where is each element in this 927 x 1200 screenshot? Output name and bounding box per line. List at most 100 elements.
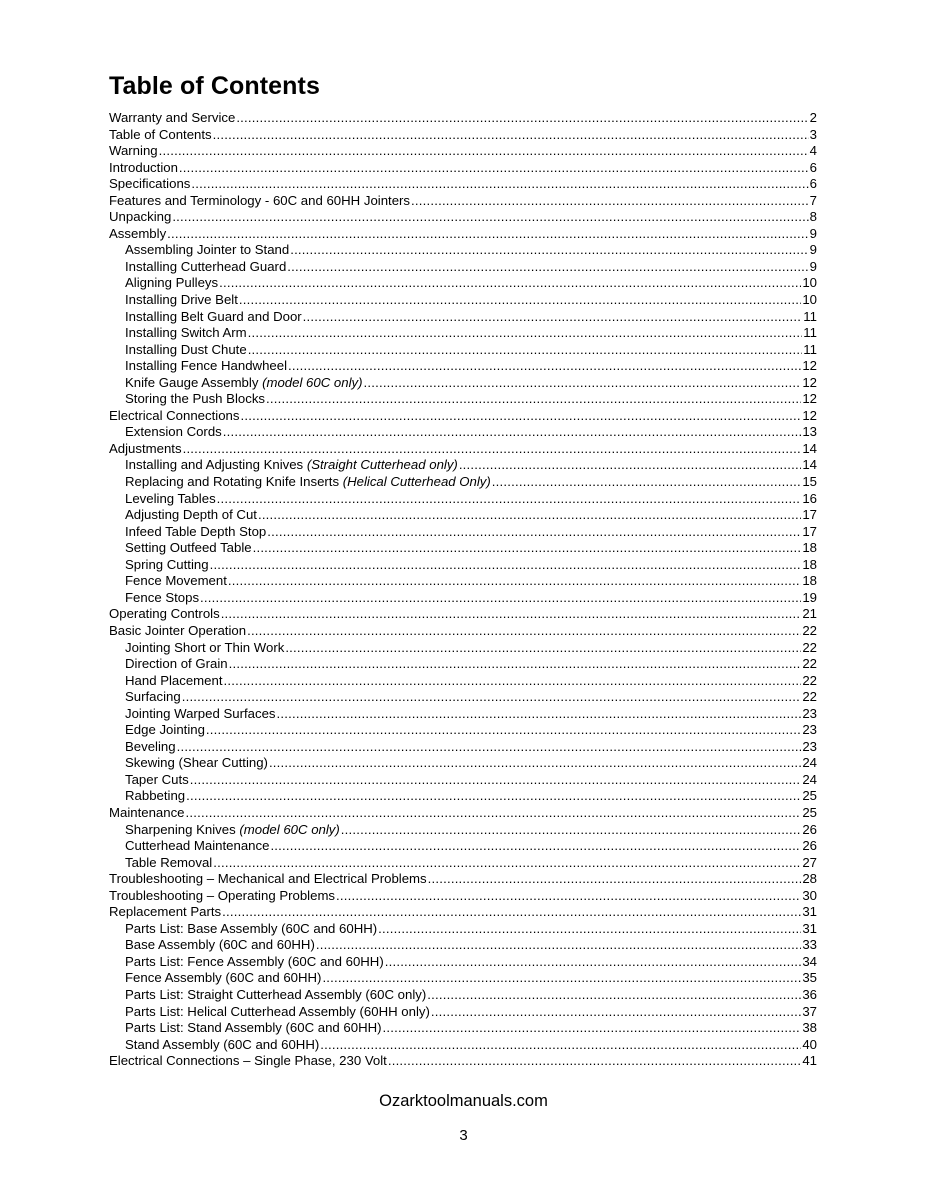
dot-leader	[191, 176, 808, 193]
dot-leader	[427, 987, 801, 1004]
toc-entry[interactable]: Troubleshooting – Operating Problems 30	[109, 888, 817, 905]
toc-entry[interactable]: Parts List: Helical Cutterhead Assembly …	[109, 1004, 817, 1021]
toc-entry-page: 3	[809, 126, 817, 142]
toc-entry-label: Parts List: Helical Cutterhead Assembly …	[125, 1004, 430, 1021]
toc-entry[interactable]: Table of Contents 3	[109, 127, 817, 144]
toc-entry[interactable]: Surfacing 22	[109, 689, 817, 706]
toc-entry[interactable]: Replacing and Rotating Knife Inserts (He…	[109, 474, 817, 491]
dot-leader	[341, 822, 802, 839]
toc-entry[interactable]: Cutterhead Maintenance 26	[109, 838, 817, 855]
toc-entry[interactable]: Troubleshooting – Mechanical and Electri…	[109, 871, 817, 888]
toc-entry[interactable]: Installing Cutterhead Guard 9	[109, 259, 817, 276]
toc-entry-title: Fence Assembly (60C and 60HH)	[125, 970, 322, 986]
toc-entry[interactable]: Parts List: Fence Assembly (60C and 60HH…	[109, 954, 817, 971]
toc-entry[interactable]: Knife Gauge Assembly (model 60C only) 12	[109, 375, 817, 392]
toc-entry[interactable]: Specifications 6	[109, 176, 817, 193]
toc-entry-label: Sharpening Knives (model 60C only)	[125, 822, 340, 839]
toc-entry[interactable]: Adjustments 14	[109, 441, 817, 458]
toc-entry[interactable]: Setting Outfeed Table 18	[109, 540, 817, 557]
toc-entry-page: 12	[802, 407, 817, 423]
toc-entry[interactable]: Fence Stops 19	[109, 590, 817, 607]
toc-entry[interactable]: Hand Placement 22	[109, 673, 817, 690]
toc-entry[interactable]: Assembly 9	[109, 226, 817, 243]
toc-entry[interactable]: Installing Dust Chute 11	[109, 342, 817, 359]
toc-entry-title: Base Assembly (60C and 60HH)	[125, 937, 315, 953]
toc-entry[interactable]: Adjusting Depth of Cut 17	[109, 507, 817, 524]
toc-entry[interactable]: Parts List: Base Assembly (60C and 60HH)…	[109, 921, 817, 938]
toc-entry-page: 6	[809, 159, 817, 175]
toc-entry-title: Adjustments	[109, 440, 182, 456]
toc-entry[interactable]: Taper Cuts 24	[109, 772, 817, 789]
toc-entry[interactable]: Table Removal 27	[109, 855, 817, 872]
toc-entry[interactable]: Installing Drive Belt 10	[109, 292, 817, 309]
toc-entry-page: 31	[802, 904, 817, 920]
toc-entry-label: Adjustments	[109, 441, 182, 458]
toc-entry-title: Parts List: Base Assembly (60C and 60HH)	[125, 920, 378, 936]
toc-entry[interactable]: Edge Jointing 23	[109, 722, 817, 739]
toc-entry[interactable]: Installing and Adjusting Knives (Straigh…	[109, 457, 817, 474]
toc-entry[interactable]: Installing Switch Arm 11	[109, 325, 817, 342]
toc-entry-label: Electrical Connections	[109, 408, 239, 425]
toc-entry[interactable]: Infeed Table Depth Stop 17	[109, 524, 817, 541]
toc-entry[interactable]: Basic Jointer Operation 22	[109, 623, 817, 640]
toc-entry[interactable]: Introduction 6	[109, 160, 817, 177]
toc-entry[interactable]: Parts List: Straight Cutterhead Assembly…	[109, 987, 817, 1004]
toc-entry[interactable]: Storing the Push Blocks 12	[109, 391, 817, 408]
dot-leader	[247, 623, 801, 640]
toc-entry-label: Replacing and Rotating Knife Inserts (He…	[125, 474, 491, 491]
toc-entry[interactable]: Operating Controls 21	[109, 606, 817, 623]
toc-entry[interactable]: Electrical Connections – Single Phase, 2…	[109, 1053, 817, 1070]
toc-entry-title: Assembly	[109, 225, 167, 241]
toc-entry-label: Fence Movement	[125, 573, 227, 590]
toc-entry[interactable]: Leveling Tables 16	[109, 491, 817, 508]
dot-leader	[183, 441, 802, 458]
toc-entry-title: Table Removal	[125, 854, 213, 870]
toc-entry-page: 41	[802, 1053, 817, 1069]
toc-entry[interactable]: Warranty and Service 2	[109, 110, 817, 127]
toc-entry[interactable]: Replacement Parts 31	[109, 904, 817, 921]
toc-entry-label: Surfacing	[125, 689, 181, 706]
toc-entry-page: 12	[802, 358, 817, 374]
toc-entry-label: Setting Outfeed Table	[125, 540, 252, 557]
dot-leader	[219, 275, 801, 292]
toc-entry-title: Skewing (Shear Cutting)	[125, 755, 268, 771]
toc-entry[interactable]: Fence Assembly (60C and 60HH) 35	[109, 970, 817, 987]
toc-entry[interactable]: Jointing Warped Surfaces 23	[109, 706, 817, 723]
toc-entry[interactable]: Aligning Pulleys 10	[109, 275, 817, 292]
toc-entry[interactable]: Unpacking 8	[109, 209, 817, 226]
toc-entry[interactable]: Jointing Short or Thin Work 22	[109, 640, 817, 657]
toc-entry[interactable]: Assembling Jointer to Stand 9	[109, 242, 817, 259]
toc-entry[interactable]: Direction of Grain 22	[109, 656, 817, 673]
toc-entry[interactable]: Spring Cutting 18	[109, 557, 817, 574]
toc-entry-label: Base Assembly (60C and 60HH)	[125, 937, 315, 954]
toc-entry[interactable]: Base Assembly (60C and 60HH) 33	[109, 937, 817, 954]
toc-entry-page: 8	[809, 209, 817, 225]
toc-entry-label: Installing Belt Guard and Door	[125, 309, 302, 326]
toc-entry[interactable]: Electrical Connections 12	[109, 408, 817, 425]
toc-entry-page: 17	[802, 507, 817, 523]
toc-entry[interactable]: Skewing (Shear Cutting) 24	[109, 755, 817, 772]
toc-entry-page: 10	[802, 292, 817, 308]
toc-entry[interactable]: Parts List: Stand Assembly (60C and 60HH…	[109, 1020, 817, 1037]
toc-entry[interactable]: Beveling 23	[109, 739, 817, 756]
toc-entry[interactable]: Fence Movement 18	[109, 573, 817, 590]
toc-entry-page: 6	[809, 176, 817, 192]
toc-entry[interactable]: Warning 4	[109, 143, 817, 160]
toc-entry[interactable]: Sharpening Knives (model 60C only) 26	[109, 822, 817, 839]
toc-entry-page: 18	[802, 540, 817, 556]
toc-entry[interactable]: Maintenance 25	[109, 805, 817, 822]
dot-leader	[270, 838, 801, 855]
toc-entry-page: 23	[802, 722, 817, 738]
toc-entry-title: Leveling Tables	[125, 490, 216, 506]
toc-entry-label: Basic Jointer Operation	[109, 623, 246, 640]
toc-entry-page: 35	[802, 970, 817, 986]
toc-entry[interactable]: Installing Belt Guard and Door 11	[109, 309, 817, 326]
dot-leader	[383, 1020, 802, 1037]
toc-entry-page: 24	[802, 755, 817, 771]
toc-entry[interactable]: Extension Cords 13	[109, 424, 817, 441]
toc-entry[interactable]: Stand Assembly (60C and 60HH) 40	[109, 1037, 817, 1054]
toc-entry[interactable]: Rabbeting 25	[109, 788, 817, 805]
toc-entry[interactable]: Features and Terminology - 60C and 60HH …	[109, 193, 817, 210]
toc-entry-label: Stand Assembly (60C and 60HH)	[125, 1037, 319, 1054]
toc-entry[interactable]: Installing Fence Handwheel 12	[109, 358, 817, 375]
